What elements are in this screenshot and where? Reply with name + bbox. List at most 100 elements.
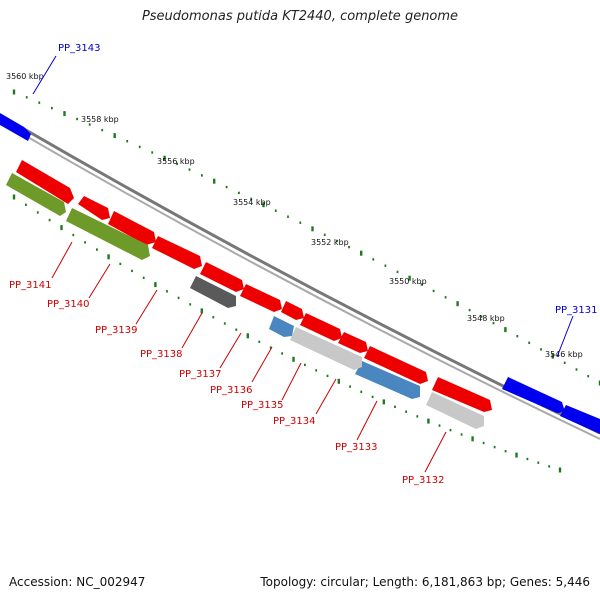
tick-mark: [336, 239, 338, 243]
gene-steel-blue-1[interactable]: [269, 316, 294, 337]
gene-pp3136-red[interactable]: [240, 284, 282, 312]
gene-pp3132-red[interactable]: [432, 377, 492, 412]
callout-lines: [32, 55, 574, 473]
tick-mark: [48, 218, 51, 222]
gene-pp3139[interactable]: [108, 211, 156, 245]
callout-pp3132: [424, 431, 447, 473]
gene-pp3134-red[interactable]: [300, 313, 342, 341]
callout-pp3140: [88, 263, 111, 299]
tick-mark: [348, 245, 350, 249]
tick-mark: [213, 178, 216, 184]
tick-mark: [225, 185, 228, 189]
tick-mark: [526, 457, 529, 461]
tick-mark: [176, 162, 178, 166]
label-pp3137[interactable]: PP_3137: [179, 369, 222, 380]
genome-backbone-inner: [0, 120, 600, 440]
gene-pp3143[interactable]: [0, 113, 31, 141]
tick-mark: [315, 369, 318, 372]
callout-pp3135: [281, 362, 302, 401]
tick-mark: [177, 296, 180, 300]
label-pp3143[interactable]: PP_3143: [58, 43, 101, 54]
tick-mark: [504, 327, 507, 333]
tick-mark: [250, 197, 253, 200]
tick-mark: [12, 89, 16, 95]
tick-mark: [107, 254, 110, 260]
gene-labels: PP_3143 PP_3131 PP_3141 PP_3140 PP_3139 …: [9, 43, 598, 486]
tick-mark: [382, 399, 385, 405]
tick-mark: [587, 375, 590, 378]
accession-text: Accession: NC_002947: [9, 575, 146, 589]
tick-mark: [311, 226, 314, 232]
gene-dark-gray[interactable]: [190, 276, 236, 308]
gene-pp3137-red[interactable]: [200, 262, 244, 292]
label-pp3136[interactable]: PP_3136: [210, 385, 253, 396]
tick-mark: [371, 395, 374, 399]
tick-mark: [131, 269, 133, 273]
gene-pp3140-red[interactable]: [78, 196, 110, 220]
label-pp3133[interactable]: PP_3133: [335, 442, 378, 453]
tick-mark: [188, 168, 191, 171]
tick-mark: [262, 202, 265, 208]
gene-pp3133-red[interactable]: [364, 346, 428, 384]
label-pp3141[interactable]: PP_3141: [9, 280, 52, 291]
tick-mark: [575, 368, 578, 371]
gene-pp3138-red[interactable]: [152, 236, 202, 269]
label-pp3131[interactable]: PP_3131: [555, 305, 598, 316]
tick-mark: [166, 290, 168, 293]
tick-mark: [396, 270, 399, 274]
tick-mark: [432, 289, 435, 293]
tick-mark: [200, 308, 203, 314]
label-pp3135[interactable]: PP_3135: [241, 400, 284, 411]
tick-mark: [287, 215, 289, 218]
gene-olive-2[interactable]: [66, 208, 150, 260]
tick-mark: [201, 174, 203, 177]
callout-pp3143: [32, 55, 57, 95]
tick-mark: [394, 405, 396, 408]
tick-mark: [438, 424, 441, 427]
gene-light-gray-1[interactable]: [290, 327, 362, 370]
tick-mark: [492, 321, 495, 325]
label-pp3134[interactable]: PP_3134: [273, 416, 316, 427]
tick-mark: [456, 301, 459, 307]
tick-mark: [449, 428, 452, 432]
outer-tick-track: [12, 89, 600, 386]
callout-pp3134: [315, 378, 337, 415]
tick-mark: [444, 296, 447, 299]
genome-title: Pseudomonas putida KT2440, complete geno…: [141, 9, 459, 24]
label-pp3139[interactable]: PP_3139: [95, 325, 138, 336]
gene-pp3135-red[interactable]: [281, 301, 304, 320]
tick-mark: [76, 117, 78, 121]
tick-mark: [598, 380, 600, 386]
gene-pp3131[interactable]: [502, 377, 565, 413]
gene-pp3141[interactable]: [16, 160, 74, 204]
tick-mark: [12, 194, 16, 200]
tick-mark: [504, 450, 507, 453]
tick-mark: [360, 250, 363, 256]
gene-steel-blue-2[interactable]: [355, 361, 420, 399]
tick-mark: [113, 133, 116, 139]
tick-mark: [420, 283, 423, 286]
tick-mark: [551, 353, 554, 359]
tick-mark: [323, 233, 326, 236]
tick-mark: [72, 233, 75, 237]
gene-olive-1[interactable]: [6, 173, 66, 216]
label-pp3140[interactable]: PP_3140: [47, 299, 90, 310]
ruler-labels: 3560 kbp 3558 kbp 3556 kbp 3554 kbp 3552…: [6, 72, 583, 359]
tick-mark: [235, 328, 238, 331]
tick-mark: [493, 445, 496, 449]
ruler-label-3558: 3558 kbp: [81, 115, 119, 124]
tick-mark: [408, 275, 411, 281]
genome-summary-text: Topology: circular; Length: 6,181,863 bp…: [260, 575, 590, 589]
tick-mark: [63, 111, 66, 117]
tick-mark: [471, 436, 474, 442]
tick-mark: [238, 191, 240, 195]
gene-pp3131b[interactable]: [560, 405, 600, 434]
tick-mark: [60, 225, 63, 231]
label-pp3138[interactable]: PP_3138: [140, 349, 183, 360]
label-pp3132[interactable]: PP_3132: [402, 475, 445, 486]
ruler-label-3546: 3546 kbp: [545, 350, 583, 359]
tick-mark: [384, 264, 387, 267]
gene-light-gray-2[interactable]: [426, 392, 484, 429]
gene-pp3134b-red[interactable]: [338, 332, 368, 353]
inner-tick-track: [12, 194, 562, 473]
